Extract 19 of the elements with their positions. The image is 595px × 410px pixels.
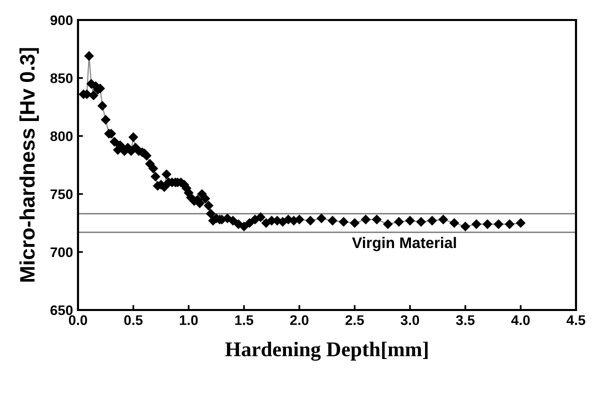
x-tick-label: 1.0 bbox=[180, 315, 198, 326]
x-tick-label: 1.5 bbox=[235, 315, 254, 326]
y-tick-label: 750 bbox=[50, 189, 73, 200]
x-tick-label: 0.5 bbox=[124, 315, 143, 326]
x-tick-label: 3.0 bbox=[400, 315, 420, 326]
x-tick-label: 2.0 bbox=[290, 315, 308, 326]
x-tick-label: 2.5 bbox=[345, 315, 364, 326]
y-tick-label: 800 bbox=[50, 131, 73, 142]
x-axis-title: Hardening Depth[mm] bbox=[225, 342, 428, 361]
x-tick-label: 4.0 bbox=[511, 315, 530, 326]
ref-line-label: Virgin Material bbox=[352, 236, 456, 252]
y-tick-label: 650 bbox=[50, 305, 73, 316]
y-tick-label: 900 bbox=[50, 15, 73, 26]
x-tick-label: 0.0 bbox=[68, 315, 88, 326]
x-tick-label: 4.5 bbox=[566, 315, 586, 326]
y-axis-title: Micro-hardness [Hv 0.3] bbox=[19, 48, 39, 282]
x-tick-label: 3.5 bbox=[456, 315, 475, 326]
y-tick-label: 700 bbox=[50, 247, 73, 258]
y-tick-label: 850 bbox=[50, 73, 73, 84]
